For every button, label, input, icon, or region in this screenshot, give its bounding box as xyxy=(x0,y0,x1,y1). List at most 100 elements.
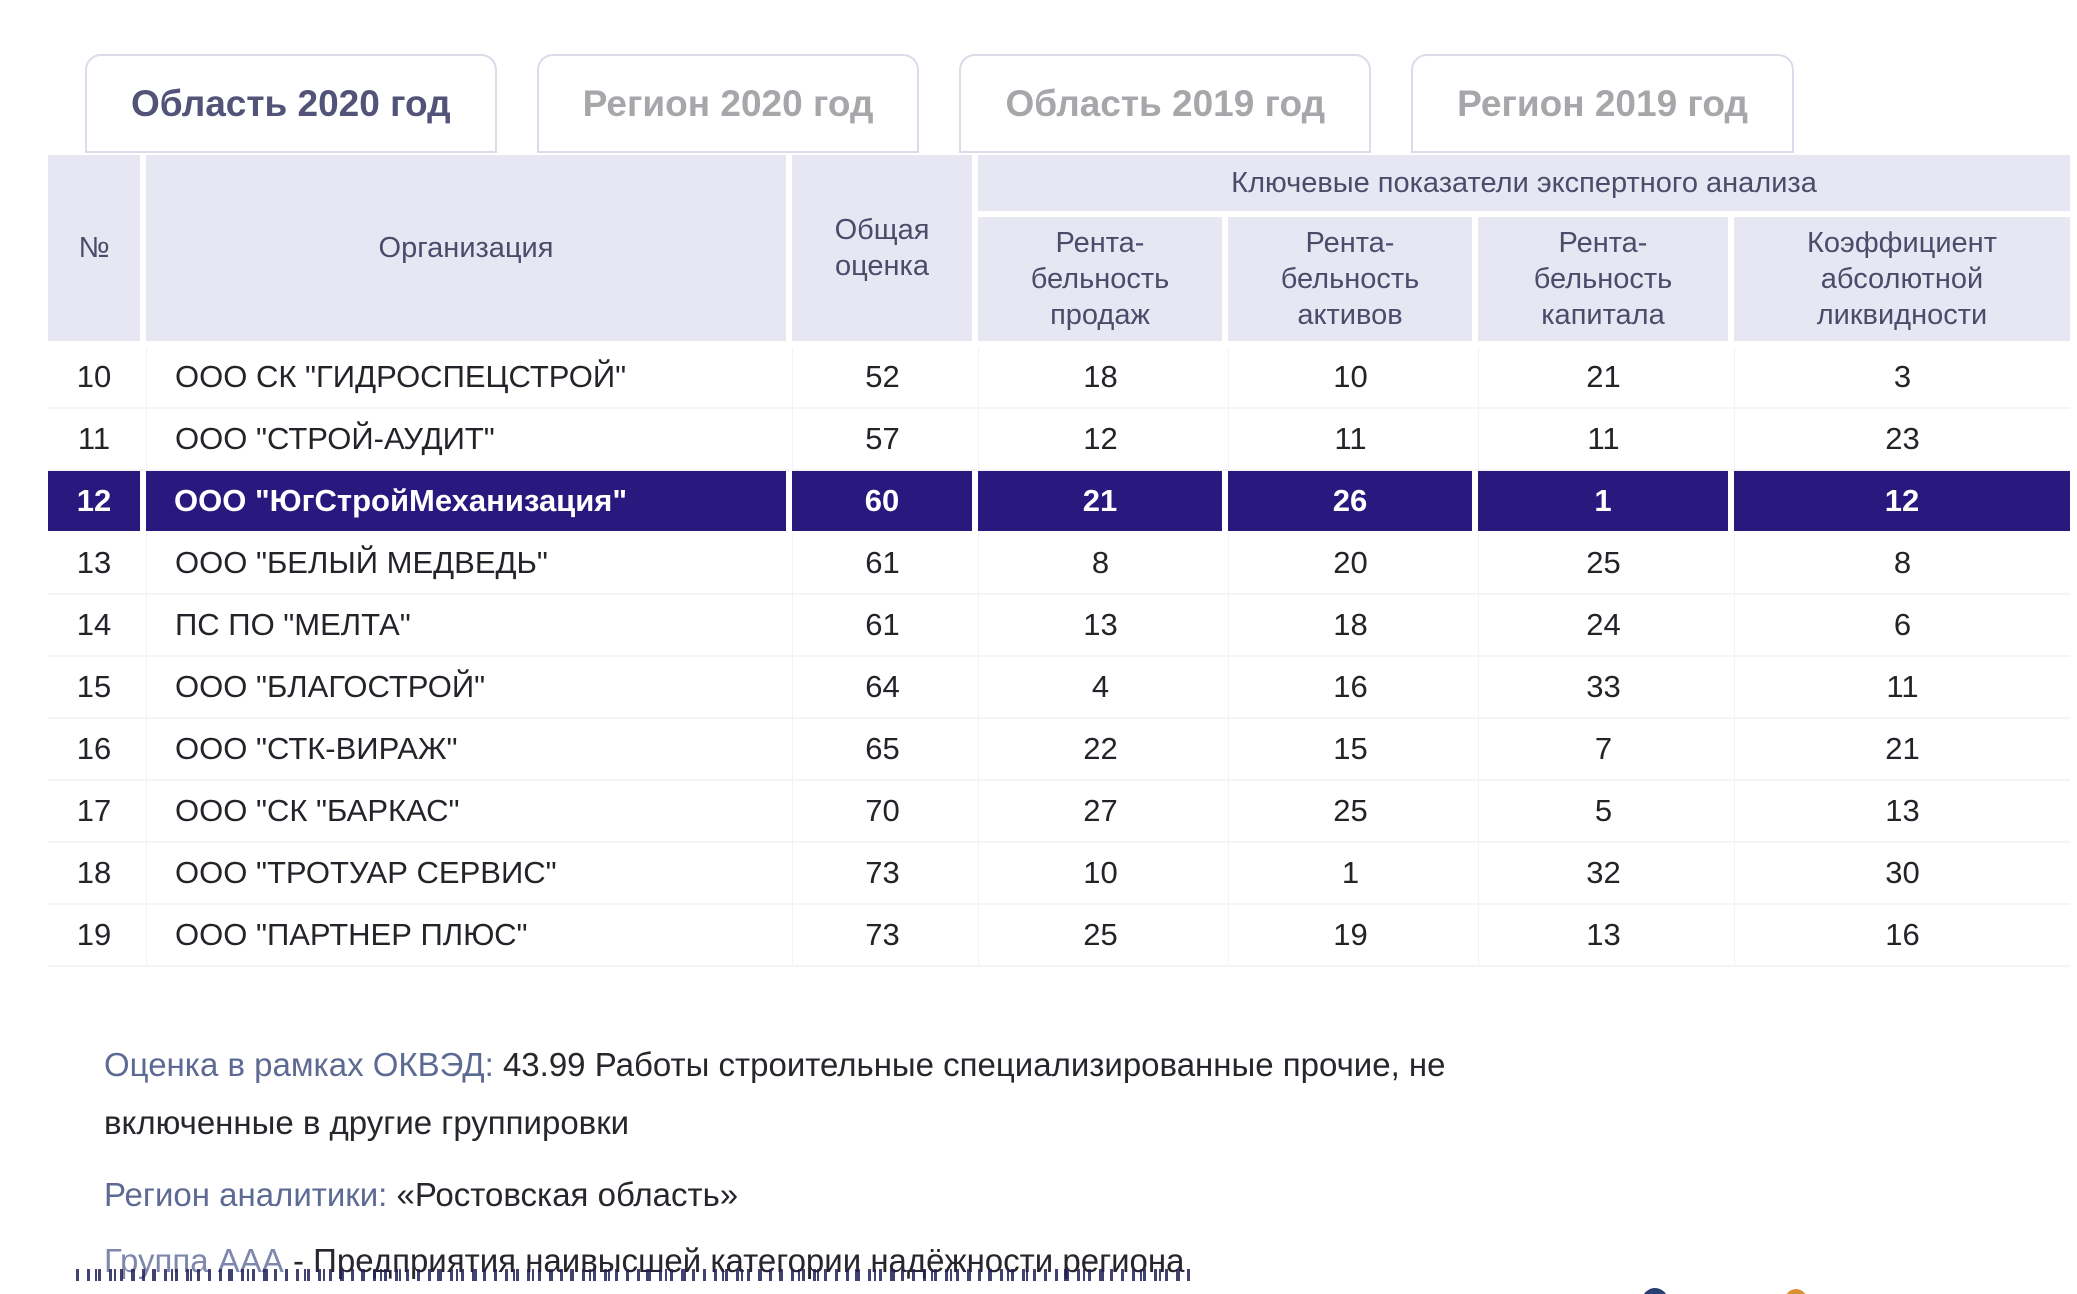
cell-value: 30 xyxy=(1734,843,2070,903)
cell-org: ООО "ЮгСтройМеханизация" xyxy=(146,471,786,531)
cell-score: 65 xyxy=(792,719,972,779)
table-row[interactable]: 13 ООО "БЕЛЫЙ МЕДВЕДЬ" 61 8 20 25 8 xyxy=(48,533,2070,595)
cell-org: ООО "СТК-ВИРАЖ" xyxy=(146,719,786,779)
cell-num: 17 xyxy=(76,793,112,828)
tab-region-2019[interactable]: Регион 2019 год xyxy=(1411,54,1794,153)
cell-num: 18 xyxy=(76,855,112,890)
okved-value-line1: 43.99 Работы строительные специализирова… xyxy=(502,1046,1446,1083)
cell-value: 1 xyxy=(1228,843,1472,903)
cell-value: 19 xyxy=(1228,905,1472,965)
cell-score: 57 xyxy=(792,409,972,469)
header-liquidity-ratio: Коэффициент абсолютной ликвидности xyxy=(1734,217,2070,341)
cell-score: 61 xyxy=(792,533,972,593)
cell-value: 26 xyxy=(1228,471,1472,531)
cell-num: 10 xyxy=(76,359,112,394)
table-row[interactable]: 15 ООО "БЛАГОСТРОЙ" 64 4 16 33 11 xyxy=(48,657,2070,719)
tab-oblast-2020[interactable]: Область 2020 год xyxy=(85,54,497,153)
cell-org: ООО "ПАРТНЕР ПЛЮС" xyxy=(146,905,786,965)
table-row[interactable]: 19 ООО "ПАРТНЕР ПЛЮС" 73 25 19 13 16 xyxy=(48,905,2070,967)
cell-value: 15 xyxy=(1228,719,1472,779)
cell-org: ПС ПО "МЕЛТА" xyxy=(146,595,786,655)
cell-num: 15 xyxy=(76,669,112,704)
cell-num: 13 xyxy=(76,545,112,580)
cell-score: 60 xyxy=(792,471,972,531)
cell-value: 13 xyxy=(978,595,1222,655)
cell-score: 64 xyxy=(792,657,972,717)
header-number: № xyxy=(48,155,140,341)
tab-region-2020[interactable]: Регион 2020 год xyxy=(536,54,920,153)
header-total-score: Общая оценка xyxy=(792,155,972,341)
cell-org: ООО "СК "БАРКАС" xyxy=(146,781,786,841)
cell-value: 18 xyxy=(978,347,1222,407)
cell-value: 7 xyxy=(1478,719,1728,779)
cell-value: 21 xyxy=(1478,347,1728,407)
table-row[interactable]: 17 ООО "СК "БАРКАС" 70 27 25 5 13 xyxy=(48,781,2070,843)
cell-value: 11 xyxy=(1478,409,1728,469)
share-icon-blue[interactable] xyxy=(1642,1288,1668,1294)
header-margin-assets: Рента- бельность активов xyxy=(1228,217,1472,341)
cell-value: 13 xyxy=(1734,781,2070,841)
okved-label: Оценка в рамках ОКВЭД: xyxy=(104,1046,494,1083)
cell-org: ООО "БЛАГОСТРОЙ" xyxy=(146,657,786,717)
okved-line: Оценка в рамках ОКВЭД: 43.99 Работы стро… xyxy=(104,1036,1924,1152)
cell-value: 10 xyxy=(978,843,1222,903)
cell-value: 16 xyxy=(1734,905,2070,965)
cell-value: 27 xyxy=(978,781,1222,841)
cell-value: 3 xyxy=(1734,347,2070,407)
cell-score: 73 xyxy=(792,905,972,965)
cell-num: 16 xyxy=(76,731,112,766)
table-row[interactable]: 12 ООО "ЮгСтройМеханизация" 60 21 26 1 1… xyxy=(48,471,2070,533)
cell-score: 52 xyxy=(792,347,972,407)
cell-value: 21 xyxy=(1734,719,2070,779)
cell-value: 24 xyxy=(1478,595,1728,655)
summary-block: Оценка в рамках ОКВЭД: 43.99 Работы стро… xyxy=(104,1036,1924,1290)
cell-value: 8 xyxy=(1734,533,2070,593)
cell-score: 73 xyxy=(792,843,972,903)
region-label: Регион аналитики: xyxy=(104,1176,388,1213)
table-row[interactable]: 18 ООО "ТРОТУАР СЕРВИС" 73 10 1 32 30 xyxy=(48,843,2070,905)
header-margin-capital: Рента- бельность капитала xyxy=(1478,217,1728,341)
cell-org: ООО СК "ГИДРОСПЕЦСТРОЙ" xyxy=(146,347,786,407)
cell-value: 11 xyxy=(1734,657,2070,717)
cell-num: 11 xyxy=(77,421,111,456)
cell-score: 61 xyxy=(792,595,972,655)
header-organization: Организация xyxy=(146,155,786,341)
cell-num: 19 xyxy=(76,917,112,952)
clipped-text-fragment xyxy=(76,1269,1191,1281)
group-line: Группа ААА - Предприятия наивысшей катег… xyxy=(104,1232,1924,1290)
cell-value: 8 xyxy=(978,533,1222,593)
header-key-indicators: Ключевые показатели экспертного анализа xyxy=(978,155,2070,211)
tab-bar: Область 2020 год Регион 2020 год Область… xyxy=(85,54,1794,153)
rating-table: № Организация Общая оценка Ключевые пока… xyxy=(48,155,2070,967)
cell-value: 11 xyxy=(1228,409,1472,469)
cell-value: 5 xyxy=(1478,781,1728,841)
table-header: № Организация Общая оценка Ключевые пока… xyxy=(48,155,2070,341)
cell-org: ООО "ТРОТУАР СЕРВИС" xyxy=(146,843,786,903)
cell-score: 70 xyxy=(792,781,972,841)
cell-org: ООО "СТРОЙ-АУДИТ" xyxy=(146,409,786,469)
cell-value: 10 xyxy=(1228,347,1472,407)
cell-value: 25 xyxy=(1478,533,1728,593)
okved-value-line2: включенные в другие группировки xyxy=(104,1104,630,1141)
cell-value: 6 xyxy=(1734,595,2070,655)
tab-oblast-2019[interactable]: Область 2019 год xyxy=(959,54,1372,153)
share-icon-orange[interactable] xyxy=(1785,1289,1807,1294)
cell-value: 22 xyxy=(978,719,1222,779)
cell-value: 4 xyxy=(978,657,1222,717)
table-row[interactable]: 16 ООО "СТК-ВИРАЖ" 65 22 15 7 21 xyxy=(48,719,2070,781)
cell-value: 1 xyxy=(1478,471,1728,531)
cell-value: 16 xyxy=(1228,657,1472,717)
region-value: «Ростовская область» xyxy=(396,1176,739,1213)
cell-org: ООО "БЕЛЫЙ МЕДВЕДЬ" xyxy=(146,533,786,593)
cell-value: 32 xyxy=(1478,843,1728,903)
cell-value: 20 xyxy=(1228,533,1472,593)
cell-value: 23 xyxy=(1734,409,2070,469)
table-row[interactable]: 11 ООО "СТРОЙ-АУДИТ" 57 12 11 11 23 xyxy=(48,409,2070,471)
cell-value: 21 xyxy=(978,471,1222,531)
table-body: 10 ООО СК "ГИДРОСПЕЦСТРОЙ" 52 18 10 21 3… xyxy=(48,347,2070,967)
cell-num: 14 xyxy=(76,607,112,642)
cell-value: 25 xyxy=(978,905,1222,965)
table-row[interactable]: 14 ПС ПО "МЕЛТА" 61 13 18 24 6 xyxy=(48,595,2070,657)
table-row[interactable]: 10 ООО СК "ГИДРОСПЕЦСТРОЙ" 52 18 10 21 3 xyxy=(48,347,2070,409)
